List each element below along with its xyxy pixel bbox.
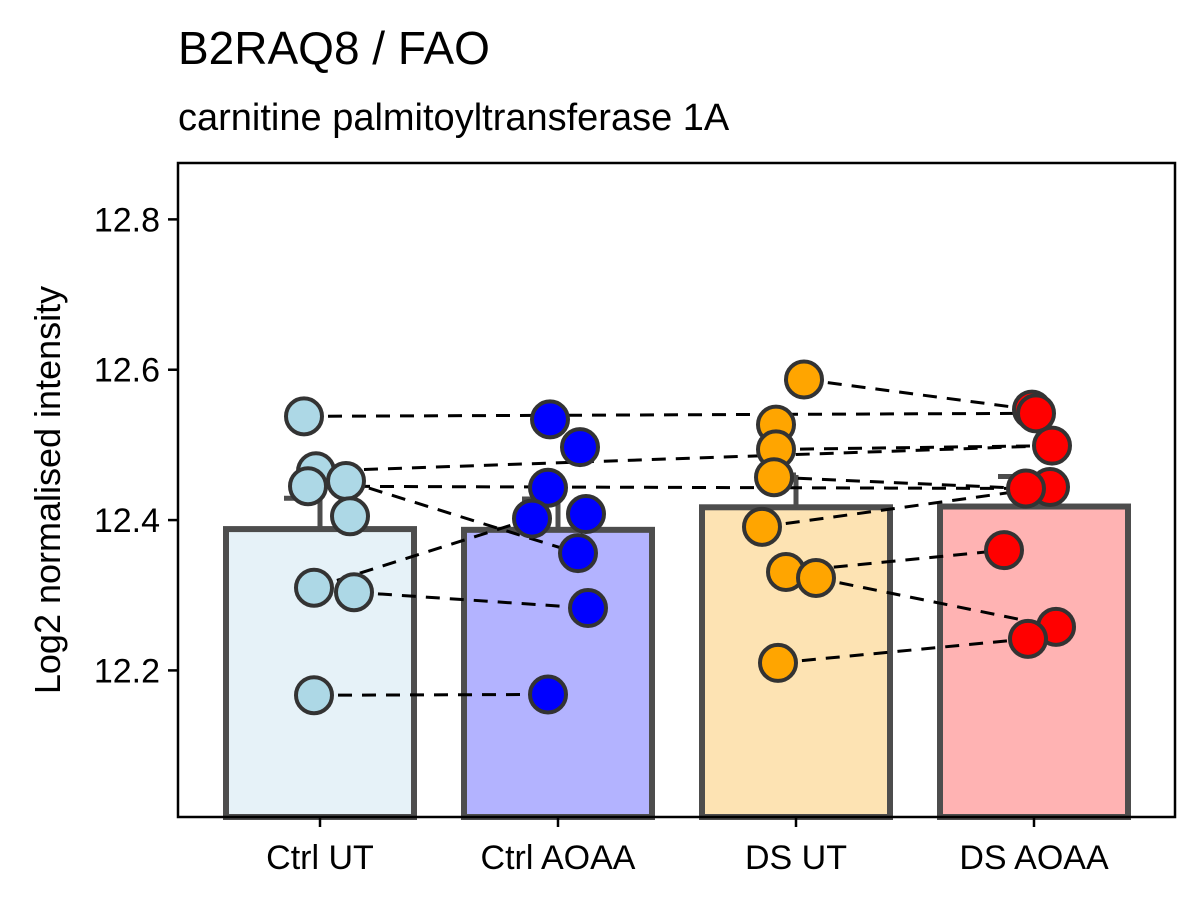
data-point-3-4 bbox=[754, 457, 794, 498]
data-point-2-6 bbox=[558, 533, 598, 574]
pair-line-14 bbox=[815, 576, 1057, 629]
y-tick-label-1: 12.2 bbox=[94, 652, 160, 690]
y-tick-label-4: 12.8 bbox=[94, 201, 160, 239]
pair-line-3 bbox=[307, 484, 1027, 490]
data-point-1-7 bbox=[334, 572, 374, 613]
bar-2 bbox=[461, 526, 655, 820]
data-point-4-2 bbox=[1016, 393, 1056, 434]
pair-line-12 bbox=[761, 485, 1051, 529]
pair-line-2 bbox=[315, 444, 1053, 473]
pair-line-4 bbox=[345, 479, 579, 555]
data-point-2-8 bbox=[528, 674, 568, 715]
data-point-2-5 bbox=[512, 498, 552, 539]
data-point-4-6 bbox=[984, 530, 1024, 571]
data-point-2-3 bbox=[528, 467, 568, 508]
chart-subtitle: carnitine palmitoyltransferase 1A bbox=[178, 97, 730, 139]
pair-line-1 bbox=[303, 411, 1037, 418]
x-tick-label-2: Ctrl AOAA bbox=[481, 839, 636, 877]
data-point-1-3 bbox=[326, 460, 366, 501]
x-ticks-layer: Ctrl UT Ctrl AOAA DS UT DS AOAA bbox=[266, 817, 1109, 877]
pair-line-10 bbox=[775, 444, 1053, 451]
pair-line-15 bbox=[777, 637, 1029, 665]
plot-panel-border bbox=[176, 161, 1177, 819]
data-point-1-4 bbox=[288, 466, 328, 507]
pair-line-6 bbox=[353, 590, 589, 610]
pair-line-11 bbox=[773, 475, 1027, 490]
data-point-1-1 bbox=[284, 396, 324, 437]
data-point-1-5 bbox=[330, 496, 370, 537]
data-point-3-5 bbox=[742, 506, 782, 547]
bar-4 bbox=[937, 503, 1131, 820]
data-point-3-8 bbox=[758, 642, 798, 683]
y-ticks-layer: 12.2 12.4 12.6 12.8 bbox=[94, 201, 178, 690]
data-point-4-8 bbox=[1008, 618, 1048, 659]
chart-title: B2RAQ8 / FAO bbox=[178, 22, 490, 74]
pair-line-8 bbox=[803, 378, 1033, 412]
data-point-3-1 bbox=[784, 359, 824, 400]
data-point-3-7 bbox=[796, 557, 836, 598]
data-point-4-5 bbox=[1006, 468, 1046, 509]
y-tick-label-2: 12.4 bbox=[94, 502, 160, 540]
data-point-2-1 bbox=[530, 399, 570, 440]
x-tick-label-4: DS AOAA bbox=[959, 839, 1109, 877]
data-point-1-6 bbox=[294, 567, 334, 608]
data-point-4-3 bbox=[1032, 425, 1072, 466]
data-point-2-4 bbox=[566, 494, 606, 535]
x-tick-label-1: Ctrl UT bbox=[266, 839, 374, 877]
data-point-2-7 bbox=[568, 588, 608, 629]
x-tick-label-3: DS UT bbox=[745, 839, 847, 877]
data-point-2-2 bbox=[560, 427, 600, 468]
pair-line-7 bbox=[313, 692, 549, 697]
y-tick-label-3: 12.6 bbox=[94, 352, 160, 390]
y-axis-label: Log2 normalised intensity bbox=[27, 286, 68, 694]
points-layer bbox=[284, 359, 1076, 716]
data-point-1-8 bbox=[294, 675, 334, 716]
